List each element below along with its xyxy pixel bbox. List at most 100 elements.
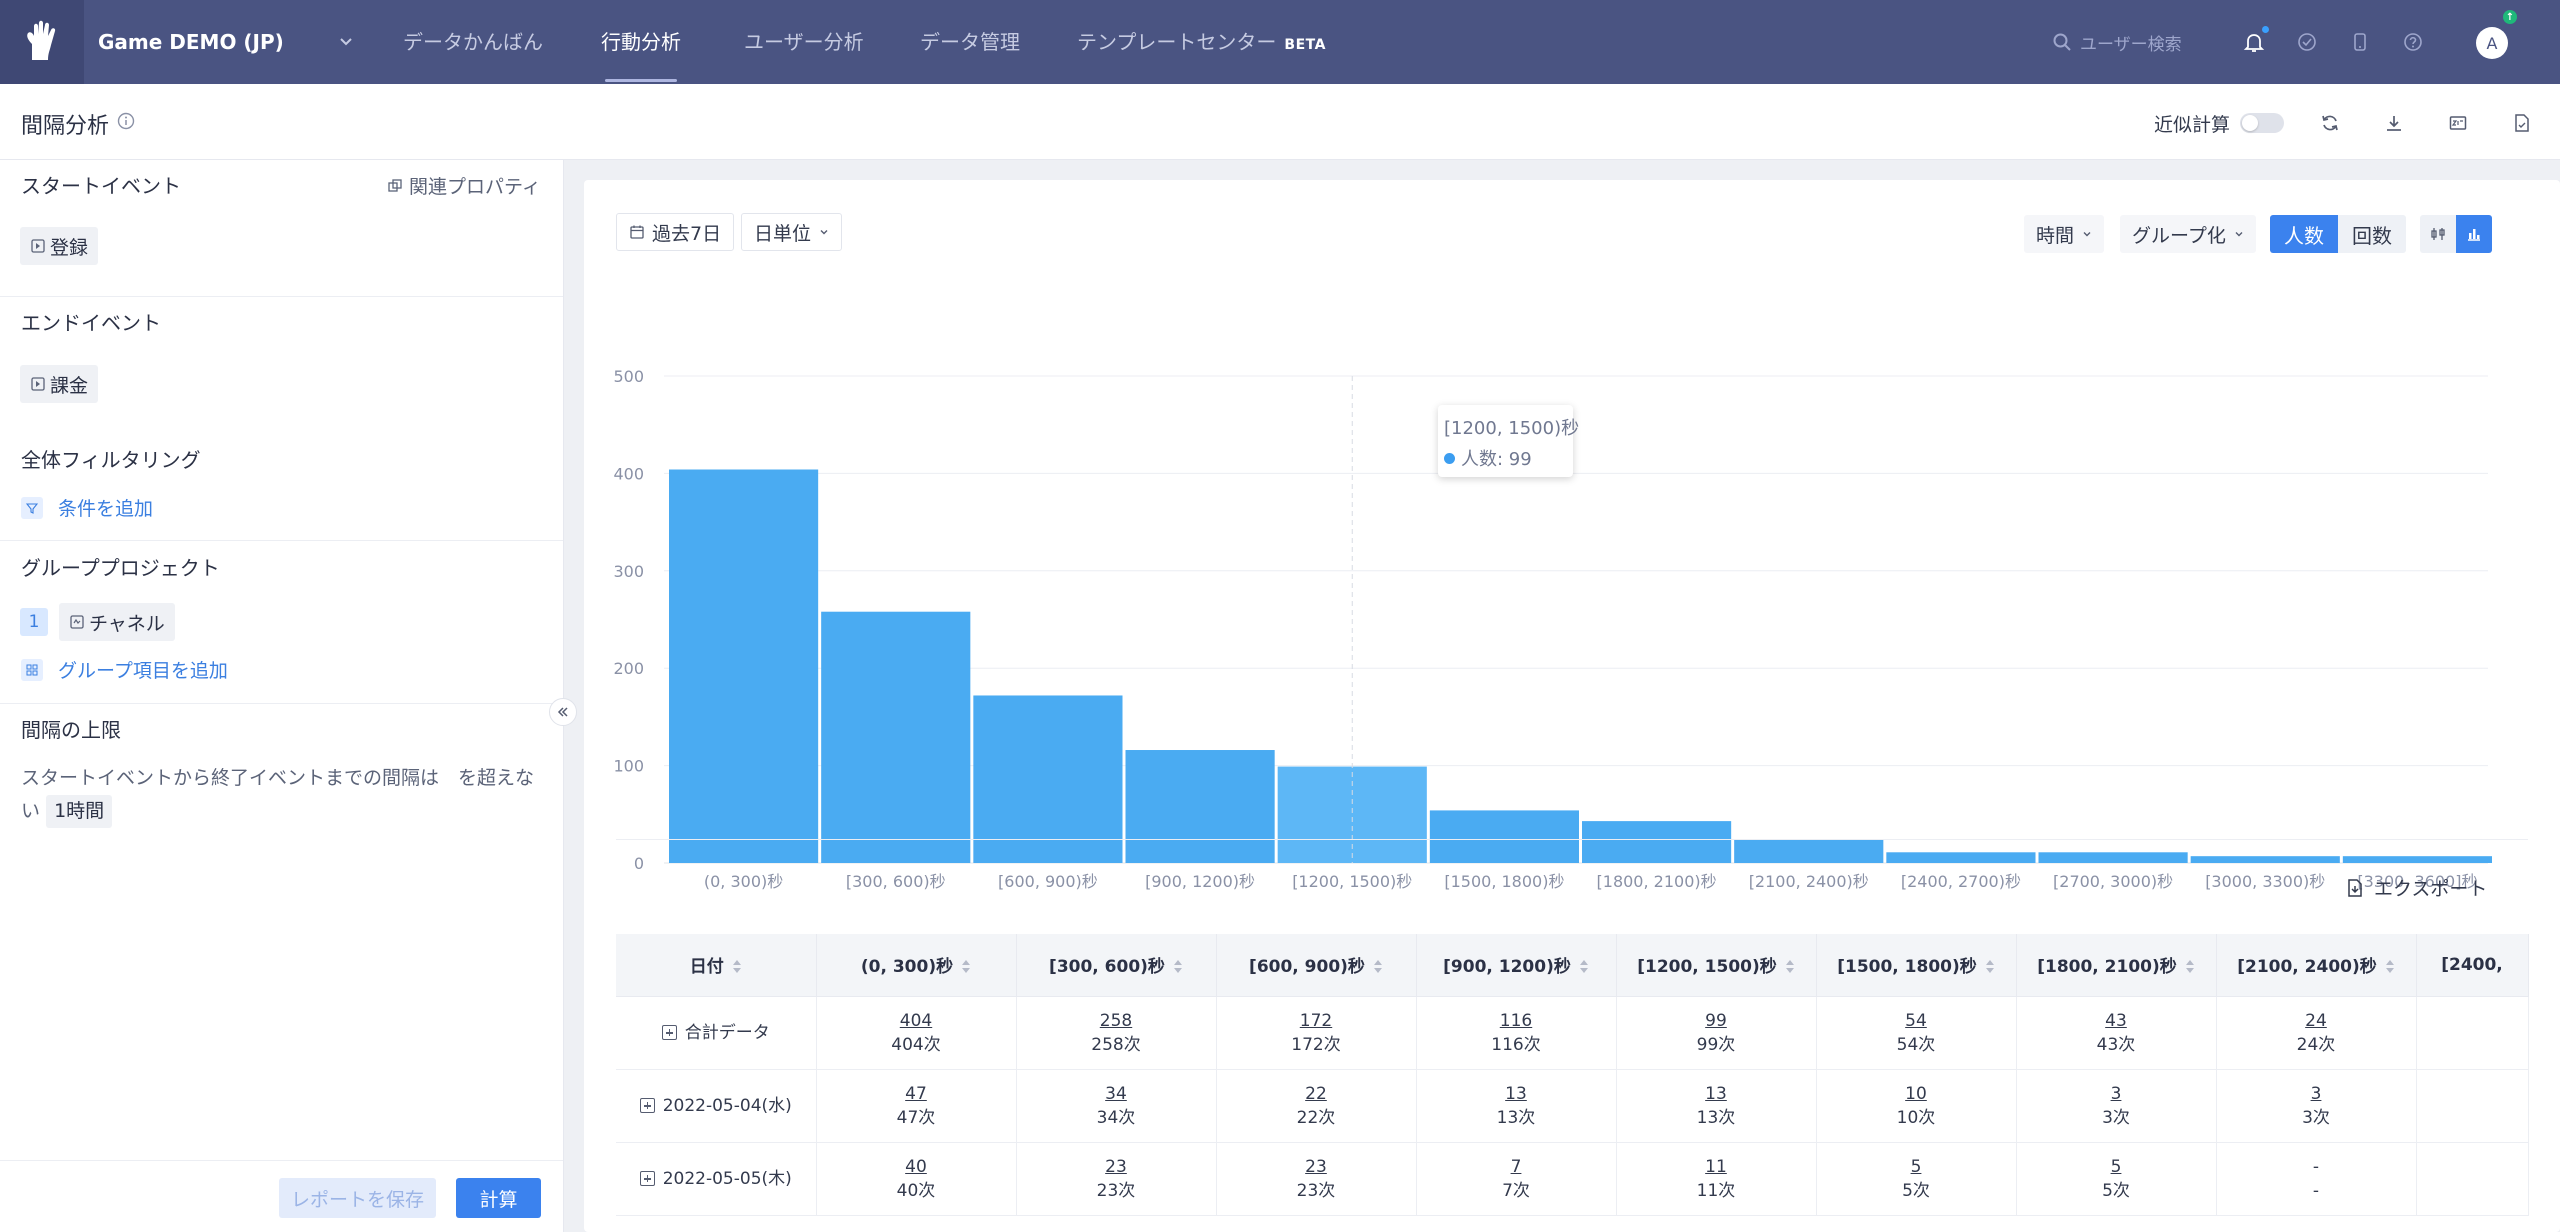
user-count-link[interactable]: 13 (1505, 1083, 1527, 1104)
info-icon[interactable] (117, 112, 135, 134)
add-group-button[interactable]: グループ項目を追加 (21, 656, 228, 683)
tooltip-title: [1200, 1500)秒 (1444, 418, 1580, 439)
sort-icon[interactable] (961, 960, 971, 974)
interval-column-header[interactable]: [1200, 1500)秒 (1616, 934, 1817, 997)
nav-behavior-analysis[interactable]: 行動分析 (601, 0, 681, 84)
user-count-link[interactable]: 43 (2105, 1010, 2127, 1031)
group-item-chip[interactable]: チャネル (59, 603, 175, 641)
user-count-link[interactable]: 258 (1099, 1010, 1133, 1031)
end-event-chip[interactable]: 課金 (20, 365, 99, 403)
collapse-panel-button[interactable] (549, 698, 577, 726)
help-button[interactable] (2399, 28, 2427, 56)
sort-icon[interactable] (2385, 960, 2395, 974)
x-tick-label: [2700, 3000)秒 (2053, 872, 2173, 891)
y-tick-label: 0 (634, 854, 644, 873)
interval-column-header[interactable]: [600, 900)秒 (1216, 934, 1417, 997)
user-count-link[interactable]: 13 (1705, 1083, 1727, 1104)
export-button[interactable]: エクスポート (2344, 874, 2487, 901)
grouping-select[interactable]: グループ化 (2120, 215, 2256, 253)
user-count-link[interactable]: 5 (1910, 1156, 1922, 1177)
upgrade-badge: ↑ (2503, 10, 2517, 24)
sort-icon[interactable] (1785, 960, 1795, 974)
project-selector[interactable]: Game DEMO (JP) (98, 0, 354, 84)
app-logo[interactable] (0, 0, 84, 84)
row-label: 合計データ (684, 1022, 770, 1043)
tooltip-label: 人数: 99 (1461, 449, 1532, 470)
calculate-button[interactable]: 計算 (456, 1178, 541, 1218)
user-count-link[interactable]: 22 (1305, 1083, 1327, 1104)
user-count-link[interactable]: 3 (2310, 1083, 2322, 1104)
interval-column-header[interactable]: [2400, (2416, 934, 2529, 997)
user-count-link[interactable]: 172 (1299, 1010, 1333, 1031)
sort-icon[interactable] (1173, 960, 1183, 974)
download-icon (2387, 116, 2401, 131)
sort-icon[interactable] (2185, 960, 2195, 974)
start-event-chip[interactable]: 登録 (20, 227, 99, 265)
user-avatar[interactable]: A (2476, 27, 2508, 59)
nav-user-analysis[interactable]: ユーザー分析 (744, 0, 864, 84)
refresh-button[interactable] (2315, 108, 2345, 138)
interval-column-header[interactable]: [300, 600)秒 (1016, 934, 1217, 997)
notification-button[interactable] (2240, 28, 2268, 56)
expand-row-icon[interactable] (661, 1025, 677, 1040)
time-unit-select[interactable]: 日単位 (741, 213, 843, 251)
user-count-link[interactable]: 116 (1499, 1010, 1533, 1031)
interval-column-header[interactable]: (0, 300)秒 (816, 934, 1017, 997)
related-property-link[interactable]: 関連プロパティ (387, 172, 541, 199)
table-cell: 24 24次 (2216, 996, 2417, 1070)
user-count-link[interactable]: 10 (1905, 1083, 1927, 1104)
interval-value-chip[interactable]: 1時間 (46, 795, 113, 828)
time-select[interactable]: 時間 (2024, 215, 2105, 253)
approx-calc-toggle[interactable] (2240, 113, 2284, 133)
interval-column-header[interactable]: [900, 1200)秒 (1416, 934, 1617, 997)
row-label-cell: 2022-05-05(木) (616, 1142, 817, 1216)
histogram-bar (669, 469, 819, 863)
user-count-link[interactable]: 99 (1705, 1010, 1727, 1031)
user-count-link[interactable]: 7 (1510, 1156, 1522, 1177)
interval-column-header[interactable]: [2100, 2400)秒 (2216, 934, 2417, 997)
event-count: 22次 (1296, 1107, 1336, 1128)
user-count-link[interactable]: 5 (2110, 1156, 2122, 1177)
user-count-link[interactable]: 23 (1305, 1156, 1327, 1177)
user-count-link[interactable]: 40 (905, 1156, 927, 1177)
date-range-picker[interactable]: 過去7日 (616, 213, 735, 251)
table-cell: 13 13次 (1416, 1069, 1617, 1143)
user-count-link[interactable]: 3 (2110, 1083, 2122, 1104)
metric-people-button[interactable]: 人数 (2270, 215, 2338, 253)
user-count-link[interactable]: 24 (2305, 1010, 2327, 1031)
sort-icon[interactable] (1373, 960, 1383, 974)
add-condition-button[interactable]: 条件を追加 (21, 494, 153, 521)
expand-row-icon[interactable] (639, 1098, 655, 1113)
mobile-button[interactable] (2346, 28, 2374, 56)
sql-button[interactable] (2443, 108, 2473, 138)
sort-icon[interactable] (1985, 960, 1995, 974)
sort-icon[interactable] (732, 960, 742, 974)
download-button[interactable] (2379, 108, 2409, 138)
user-search[interactable]: ユーザー検索 (2052, 27, 2182, 57)
user-count-link[interactable]: 404 (899, 1010, 933, 1031)
task-button[interactable] (2293, 28, 2321, 56)
user-count-link[interactable]: 34 (1105, 1083, 1127, 1104)
analysis-result-card: 過去7日 日単位 時間 グループ化 人数 回数 0 100 200 300 400 500… (584, 180, 2560, 1232)
user-count-link[interactable]: 47 (905, 1083, 927, 1104)
user-count-link[interactable]: 11 (1705, 1156, 1727, 1177)
interval-column-header[interactable]: [1500, 1800)秒 (1816, 934, 2017, 997)
nav-data-board[interactable]: データかんばん (403, 0, 543, 84)
check-circle-icon (2298, 33, 2316, 51)
user-count-link[interactable]: 23 (1105, 1156, 1127, 1177)
expand-row-icon[interactable] (639, 1171, 655, 1186)
x-tick-label: [600, 900)秒 (998, 872, 1098, 891)
sort-icon[interactable] (1579, 960, 1589, 974)
user-count-link[interactable]: 54 (1905, 1010, 1927, 1031)
metric-count-button[interactable]: 回数 (2338, 215, 2406, 253)
report-button[interactable] (2507, 108, 2537, 138)
nav-data-management[interactable]: データ管理 (920, 0, 1020, 84)
interval-column-header[interactable]: [1800, 2100)秒 (2016, 934, 2217, 997)
histogram-view-button[interactable] (2456, 215, 2492, 253)
date-column-header[interactable]: 日付 (616, 934, 817, 997)
y-tick-label: 300 (613, 562, 644, 581)
boxplot-view-button[interactable] (2420, 215, 2456, 253)
bar-chart-icon (2468, 229, 2480, 241)
nav-template-center[interactable]: テンプレートセンター BETA (1077, 0, 1326, 84)
save-report-button[interactable]: レポートを保存 (279, 1178, 436, 1218)
